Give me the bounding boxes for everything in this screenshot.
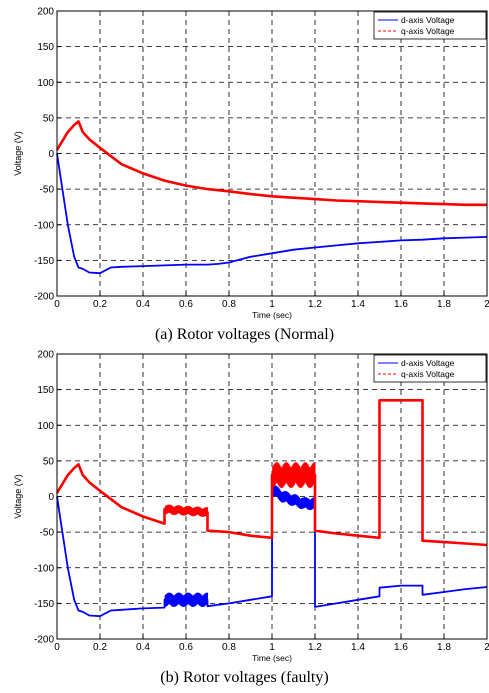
y-tick-label: 200	[37, 350, 54, 361]
y-tick-label: -100	[34, 220, 54, 231]
x-axis-label: Time (sec)	[252, 310, 292, 320]
x-tick-label: 0.8	[222, 642, 236, 653]
series-line-1	[55, 399, 488, 547]
noise-band-2	[163, 504, 209, 521]
y-tick-label: -150	[34, 599, 54, 610]
x-axis-label: Time (sec)	[252, 653, 292, 663]
noise-band-1	[271, 485, 316, 593]
series-line-0	[56, 153, 488, 275]
y-tick-label: -200	[34, 292, 54, 303]
y-axis-label: Voltage (V)	[13, 131, 23, 176]
y-tick-label: 50	[43, 113, 55, 124]
y-tick-label: -50	[40, 185, 55, 196]
chart-0: 0 0.2 0.4 0.6 0.8 1 1.2 1.4 1.6 1.8 2 -200 -150 -100 -…	[13, 7, 489, 321]
x-tick-label: 1.4	[351, 299, 365, 310]
y-tick-label: 50	[43, 456, 55, 467]
y-tick-label: -200	[34, 635, 54, 646]
y-tick-label: -100	[34, 563, 54, 574]
x-tick-label: 1.8	[437, 299, 451, 310]
legend-box	[373, 11, 487, 40]
legend-label-0: d-axis Voltage	[401, 358, 455, 368]
x-tick-label: 0.4	[136, 642, 150, 653]
legend-box	[373, 354, 487, 383]
y-tick-label: 100	[37, 421, 54, 432]
x-tick-label: 0.2	[93, 642, 107, 653]
x-tick-label: 0	[54, 642, 60, 653]
legend-label-1: q-axis Voltage	[401, 26, 455, 36]
legend-label-0: d-axis Voltage	[401, 15, 455, 25]
x-tick-label: 0	[54, 299, 60, 310]
x-tick-label: 1	[269, 642, 275, 653]
y-tick-label: -150	[34, 256, 54, 267]
y-axis-label: Voltage (V)	[13, 474, 23, 519]
noise-band-0	[163, 592, 209, 607]
x-tick-label: 1.6	[394, 642, 408, 653]
y-tick-label: 150	[37, 385, 54, 396]
caption-a: (a) Rotor voltages (Normal)	[154, 326, 335, 343]
x-tick-label: 0.6	[179, 642, 193, 653]
legend-label-1: q-axis Voltage	[401, 369, 455, 379]
x-tick-label: 2	[484, 642, 489, 653]
noise-band-3	[271, 462, 316, 531]
x-tick-label: 0.6	[179, 299, 193, 310]
y-tick-label: 0	[48, 492, 54, 503]
x-tick-label: 1.2	[308, 642, 322, 653]
y-tick-label: 100	[37, 78, 54, 89]
x-tick-label: 0.4	[136, 299, 150, 310]
caption-b: (b) Rotor voltages (faulty)	[160, 669, 329, 686]
y-tick-label: 150	[37, 42, 54, 53]
x-tick-label: 1	[269, 299, 275, 310]
x-tick-label: 1.2	[308, 299, 322, 310]
y-tick-label: 0	[48, 149, 54, 160]
x-tick-label: 1.8	[437, 642, 451, 653]
x-tick-label: 1.6	[394, 299, 408, 310]
x-tick-label: 0.8	[222, 299, 236, 310]
x-tick-label: 0.2	[93, 299, 107, 310]
y-tick-label: -50	[40, 528, 55, 539]
x-tick-label: 2	[484, 299, 489, 310]
chart-1: 0 0.2 0.4 0.6 0.8 1 1.2 1.4 1.6 1.8 2 -200 -150 -100 -…	[13, 350, 489, 664]
y-tick-label: 200	[37, 7, 54, 18]
series-line-1	[55, 120, 487, 207]
series-line-0	[56, 488, 488, 618]
x-tick-label: 1.4	[351, 642, 365, 653]
